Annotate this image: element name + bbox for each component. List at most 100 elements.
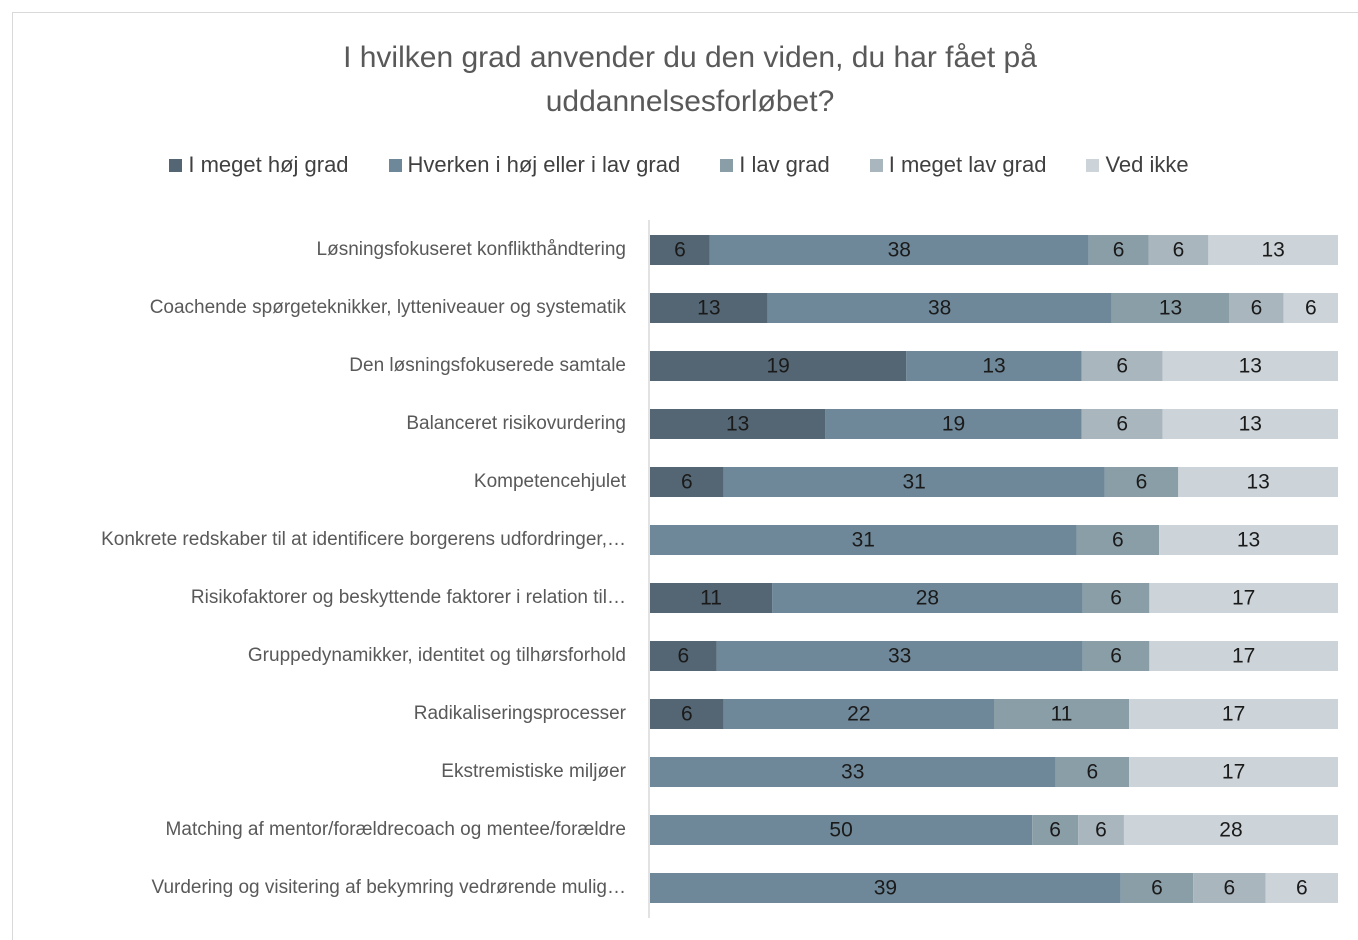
data-label: 13 — [1159, 297, 1182, 320]
bar-segment — [772, 583, 1083, 613]
category-label: Matching af mentor/forældrecoach og ment… — [166, 819, 626, 840]
bar-segment — [1123, 815, 1338, 845]
legend-swatch — [169, 158, 183, 172]
bar-segment — [1129, 757, 1338, 787]
bar-segment — [1162, 409, 1338, 439]
data-label: 6 — [677, 645, 689, 668]
bar-segment — [1149, 641, 1338, 671]
category-label: Løsningsfokuseret konflikthåndtering — [317, 239, 626, 260]
legend-swatch — [1086, 158, 1100, 172]
bar-segment — [767, 293, 1112, 323]
data-label: 50 — [829, 819, 852, 842]
bar-segment — [650, 583, 773, 613]
legend-label: I meget høj grad — [188, 152, 349, 177]
bar-segment — [1081, 409, 1163, 439]
data-label: 28 — [1219, 819, 1242, 842]
data-label: 6 — [1110, 587, 1122, 610]
legend-label: I lav grad — [739, 152, 830, 177]
data-label: 11 — [700, 587, 722, 610]
bar-segment — [723, 467, 1105, 497]
bar-segment — [723, 699, 994, 729]
legend-label: Hverken i høj eller i lav grad — [407, 152, 681, 177]
bar-segment — [650, 525, 1077, 555]
data-label: 13 — [1262, 239, 1285, 262]
bar-segment — [1088, 235, 1149, 265]
bar-segment — [709, 235, 1089, 265]
data-label: 17 — [1222, 703, 1245, 726]
bar-segment — [650, 235, 710, 265]
data-label: 6 — [1251, 297, 1263, 320]
data-label: 28 — [916, 587, 939, 610]
bar-segment — [1178, 467, 1338, 497]
data-label: 22 — [847, 703, 870, 726]
bar-segment — [1159, 525, 1338, 555]
bar-segment — [1208, 235, 1338, 265]
legend-item: I meget høj grad — [169, 152, 349, 178]
bar-segment — [1032, 815, 1079, 845]
category-label: Coachende spørgeteknikker, lytteniveauer… — [150, 297, 627, 318]
bar-segment — [906, 351, 1082, 381]
bar-segment — [825, 409, 1082, 439]
data-label: 38 — [928, 297, 951, 320]
legend-item: I lav grad — [720, 152, 830, 178]
data-label: 33 — [841, 761, 864, 784]
bar-segment — [1148, 235, 1209, 265]
bar-segment — [1149, 583, 1338, 613]
data-label: 6 — [1116, 413, 1128, 436]
data-label: 6 — [681, 703, 693, 726]
bar-segment — [1076, 525, 1160, 555]
bar-segment — [1265, 873, 1338, 903]
bar-segment — [1111, 293, 1230, 323]
legend-swatch — [869, 158, 883, 172]
data-label: 13 — [697, 297, 720, 320]
data-label: 17 — [1222, 761, 1245, 784]
bar-segment — [1104, 467, 1179, 497]
bar-segment — [650, 351, 907, 381]
data-label: 13 — [1239, 355, 1262, 378]
legend-item: I meget lav grad — [869, 152, 1046, 178]
bar-segment — [1193, 873, 1266, 903]
data-label: 6 — [1112, 529, 1124, 552]
category-label: Kompetencehjulet — [474, 471, 627, 492]
data-label: 13 — [1246, 471, 1269, 494]
bar-segment — [1082, 583, 1150, 613]
bar-segment — [994, 699, 1130, 729]
legend-item: Ved ikke — [1086, 152, 1189, 178]
data-label: 11 — [1051, 703, 1073, 726]
legend-swatch — [720, 158, 734, 172]
legend: I meget høj grad Hverken i høj eller i la… — [0, 152, 1358, 178]
category-label: Balanceret risikovurdering — [406, 413, 626, 434]
data-label: 6 — [1086, 761, 1098, 784]
data-label: 39 — [874, 877, 897, 900]
data-label: 19 — [942, 413, 965, 436]
bar-segment — [1129, 699, 1338, 729]
bar-segment — [1120, 873, 1194, 903]
bar-segment — [650, 815, 1033, 845]
data-label: 6 — [1110, 645, 1122, 668]
bar-segment — [1283, 293, 1338, 323]
bar-segment — [650, 641, 717, 671]
bar-segment — [1082, 641, 1150, 671]
data-label: 31 — [902, 471, 925, 494]
category-label: Gruppedynamikker, identitet og tilhørsfo… — [248, 645, 626, 666]
chart-frame — [12, 12, 1358, 940]
legend-label: Ved ikke — [1105, 152, 1189, 177]
data-label: 19 — [766, 355, 789, 378]
data-label: 6 — [1095, 819, 1107, 842]
category-label: Ekstremistiske miljøer — [441, 761, 626, 782]
bar-segment — [716, 641, 1083, 671]
data-label: 6 — [1296, 877, 1308, 900]
data-label: 17 — [1232, 645, 1255, 668]
data-label: 6 — [1173, 239, 1185, 262]
bar-segment — [1078, 815, 1124, 845]
data-label: 6 — [674, 239, 686, 262]
bar-segment — [1081, 351, 1163, 381]
bar-segment — [650, 873, 1121, 903]
data-label: 6 — [681, 471, 693, 494]
data-label: 13 — [1237, 529, 1260, 552]
data-label: 6 — [1151, 877, 1163, 900]
bar-segment — [650, 293, 768, 323]
data-label: 17 — [1232, 587, 1255, 610]
